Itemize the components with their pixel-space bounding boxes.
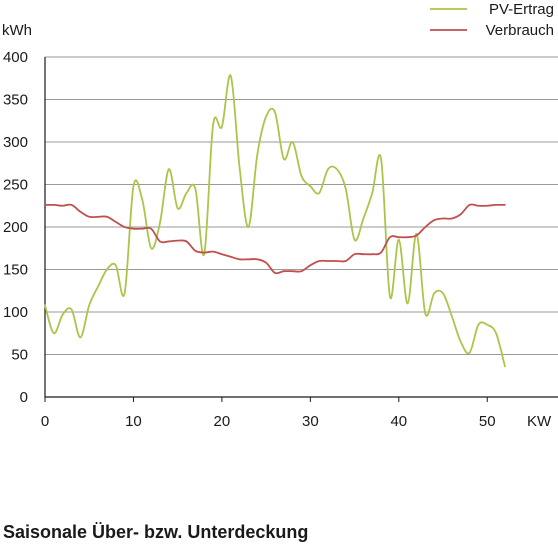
x-tick-label-30: 30 xyxy=(302,413,319,430)
y-tick-label-100: 100 xyxy=(3,304,28,321)
y-tick-label-50: 50 xyxy=(11,347,28,364)
series-line-1 xyxy=(44,203,506,275)
y-tick-label-400: 400 xyxy=(3,49,28,66)
y-tick-label-0: 0 xyxy=(20,389,28,406)
series-line-0 xyxy=(44,74,506,368)
x-tick-label-10: 10 xyxy=(125,413,142,430)
legend: PV-Ertrag Verbrauch xyxy=(430,1,554,39)
y-tick-label-250: 250 xyxy=(3,177,28,194)
line-chart: 0 50 100 150 200 250 300 350 400 0 10 20 30 40 50 kWh… xyxy=(2,1,558,430)
x-axis-label: KW xyxy=(527,413,552,430)
x-tick-label-20: 20 xyxy=(214,413,231,430)
x-tick-label-0: 0 xyxy=(41,413,49,430)
x-tick-labels: 0 10 20 30 40 50 xyxy=(41,397,496,430)
legend-label-0: PV-Ertrag xyxy=(489,1,554,18)
legend-label-1: Verbrauch xyxy=(486,22,554,39)
y-tick-label-300: 300 xyxy=(3,134,28,151)
y-tick-label-200: 200 xyxy=(3,219,28,236)
chart-caption: Saisonale Über- bzw. Unterdeckung xyxy=(3,522,309,542)
series-group xyxy=(44,74,506,368)
y-tick-labels: 0 50 100 150 200 250 300 350 400 xyxy=(3,49,28,406)
x-tick-label-40: 40 xyxy=(390,413,407,430)
x-tick-label-50: 50 xyxy=(479,413,496,430)
y-axis-label: kWh xyxy=(2,22,32,39)
y-tick-label-150: 150 xyxy=(3,262,28,279)
y-tick-label-350: 350 xyxy=(3,92,28,109)
